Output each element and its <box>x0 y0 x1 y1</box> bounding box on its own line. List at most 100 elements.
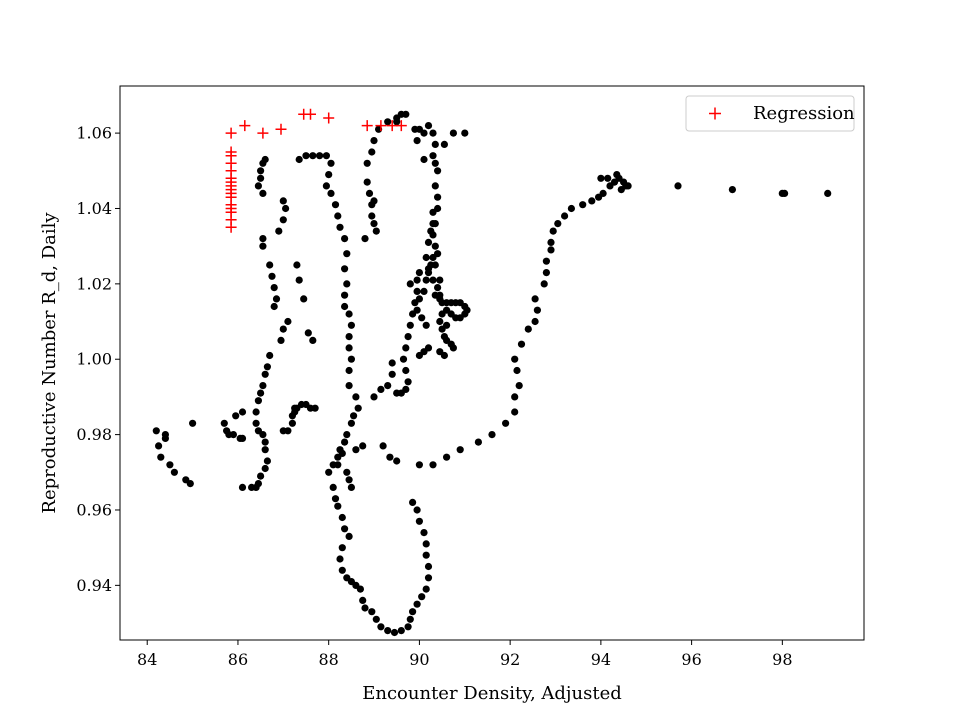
data-point <box>420 129 428 137</box>
regression-point <box>323 112 335 124</box>
data-point <box>547 238 555 246</box>
data-point <box>613 171 621 179</box>
data-point <box>316 152 324 160</box>
data-point <box>229 431 237 439</box>
x-tick-label: 92 <box>500 650 520 669</box>
data-point <box>370 137 378 145</box>
data-point <box>368 148 376 156</box>
data-point <box>288 419 296 427</box>
data-point <box>415 517 423 525</box>
data-point <box>261 155 269 164</box>
data-point <box>415 295 423 303</box>
data-point <box>393 114 401 122</box>
data-point <box>567 204 576 213</box>
data-point <box>431 159 439 167</box>
data-point <box>513 366 521 375</box>
y-tick-label: 0.98 <box>76 425 112 444</box>
data-point <box>429 220 437 228</box>
data-point <box>413 137 421 145</box>
data-point <box>413 276 421 284</box>
data-point <box>345 382 353 390</box>
data-point <box>420 287 428 295</box>
data-point <box>420 529 428 537</box>
data-point <box>424 265 433 273</box>
data-point <box>272 295 281 303</box>
plot-data <box>152 108 832 637</box>
data-point <box>300 295 308 303</box>
data-point <box>422 253 430 262</box>
data-point <box>422 321 430 329</box>
data-point <box>424 122 433 130</box>
data-point <box>502 419 510 427</box>
data-point <box>155 442 163 450</box>
data-point <box>343 468 351 476</box>
data-point <box>436 291 444 299</box>
data-point <box>429 276 437 284</box>
data-point <box>322 182 330 190</box>
data-point <box>599 189 607 197</box>
data-point <box>152 427 160 435</box>
y-axis-label: Reproductive Number R_d, Daily <box>39 212 60 514</box>
data-point <box>365 189 374 197</box>
data-point <box>384 118 392 126</box>
regression-point <box>275 123 287 135</box>
data-point <box>429 152 437 160</box>
data-point <box>511 393 519 401</box>
data-point <box>325 468 333 476</box>
data-point <box>261 438 269 446</box>
data-point <box>386 453 394 461</box>
data-point <box>429 208 437 216</box>
data-point <box>341 291 349 299</box>
data-point <box>542 257 551 265</box>
data-point <box>434 193 442 201</box>
data-point <box>404 333 412 341</box>
data-point <box>343 250 351 258</box>
data-point <box>252 419 260 427</box>
data-point <box>356 585 364 593</box>
y-tick-label: 1.04 <box>76 199 112 218</box>
data-point <box>363 159 371 167</box>
data-point <box>488 431 496 439</box>
data-point <box>261 464 269 473</box>
data-point <box>263 363 271 371</box>
data-point <box>422 585 430 593</box>
regression-point <box>225 146 237 158</box>
data-point <box>345 310 353 318</box>
data-point <box>341 525 349 533</box>
data-point <box>341 438 349 446</box>
data-point <box>436 348 444 356</box>
data-point <box>302 152 310 160</box>
data-point <box>345 476 353 484</box>
data-point <box>254 397 262 405</box>
data-point <box>415 269 423 277</box>
data-point <box>322 152 330 160</box>
data-point <box>254 182 262 190</box>
data-point <box>257 174 265 182</box>
y-tick-label: 1.00 <box>76 350 112 369</box>
data-point <box>334 502 342 510</box>
data-point <box>257 472 265 480</box>
data-point <box>291 404 299 412</box>
regression-point <box>395 120 407 132</box>
data-point <box>352 393 360 401</box>
legend: Regression <box>685 95 855 132</box>
data-point <box>257 167 265 175</box>
data-point <box>524 325 532 333</box>
data-point <box>238 408 247 416</box>
data-point <box>295 276 303 284</box>
data-point <box>531 317 539 326</box>
data-point <box>418 593 426 601</box>
data-point <box>579 201 587 209</box>
data-point <box>674 182 682 190</box>
data-point <box>549 227 557 235</box>
data-point <box>384 382 392 390</box>
x-tick-label: 96 <box>681 650 701 669</box>
data-point <box>434 167 442 175</box>
data-point <box>347 321 355 329</box>
data-point <box>334 212 342 220</box>
data-point <box>282 204 290 213</box>
data-point <box>345 333 353 341</box>
data-point <box>238 434 247 442</box>
data-point <box>413 306 421 314</box>
